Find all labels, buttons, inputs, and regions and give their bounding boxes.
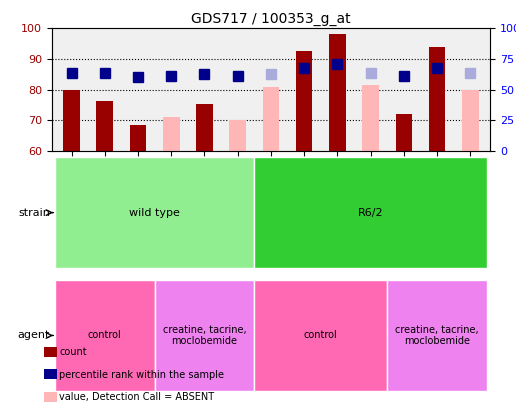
FancyBboxPatch shape — [55, 280, 155, 391]
Bar — [395, 114, 412, 151]
Bar — [296, 51, 312, 151]
Bar — [163, 117, 180, 151]
Text: percentile rank within the sample: percentile rank within the sample — [59, 370, 224, 379]
Text: creatine, tacrine,
moclobemide: creatine, tacrine, moclobemide — [395, 325, 479, 346]
Text: control: control — [88, 330, 122, 341]
FancyBboxPatch shape — [387, 280, 487, 391]
Bar — [462, 90, 478, 151]
Text: wild type: wild type — [129, 208, 180, 217]
Text: agent: agent — [18, 330, 50, 341]
FancyBboxPatch shape — [254, 280, 387, 391]
Text: value, Detection Call = ABSENT: value, Detection Call = ABSENT — [59, 392, 215, 402]
Bar — [263, 87, 279, 151]
Bar — [63, 90, 80, 151]
FancyBboxPatch shape — [155, 280, 254, 391]
Text: count: count — [59, 347, 87, 357]
Bar — [329, 34, 346, 151]
Bar — [429, 47, 445, 151]
Text: R6/2: R6/2 — [358, 208, 383, 217]
Text: strain: strain — [18, 208, 50, 217]
Bar — [230, 120, 246, 151]
Bar — [130, 125, 147, 151]
Bar — [362, 85, 379, 151]
Text: creatine, tacrine,
moclobemide: creatine, tacrine, moclobemide — [163, 325, 246, 346]
FancyBboxPatch shape — [55, 157, 254, 268]
FancyBboxPatch shape — [254, 157, 487, 268]
Bar — [96, 100, 113, 151]
Text: control: control — [304, 330, 337, 341]
Bar — [196, 104, 213, 151]
Title: GDS717 / 100353_g_at: GDS717 / 100353_g_at — [191, 12, 351, 26]
